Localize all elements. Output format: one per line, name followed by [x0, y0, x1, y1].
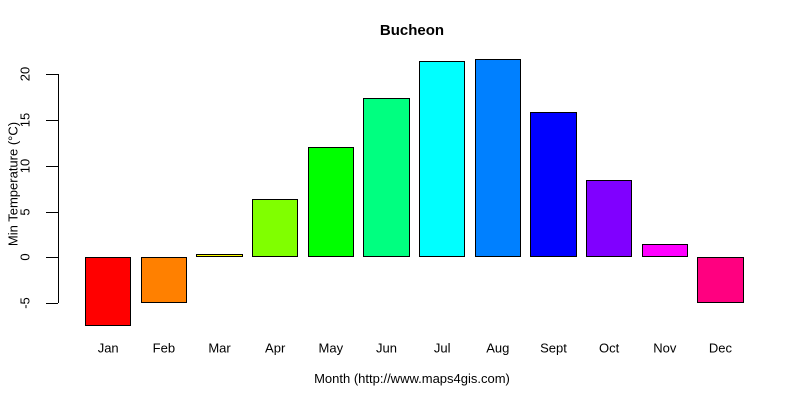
y-tick-mark [46, 303, 58, 305]
y-tick-label: 15 [17, 112, 33, 128]
x-tick-label-aug: Aug [486, 340, 510, 356]
bar-jul [418, 60, 466, 258]
y-tick-label: -5 [17, 297, 33, 309]
bar-aug [474, 58, 521, 258]
y-tick-mark [46, 211, 58, 213]
y-tick-mark [46, 257, 58, 259]
y-axis-line [58, 74, 59, 304]
x-tick-label-mar: Mar [208, 340, 231, 356]
y-tick-label: 20 [17, 67, 33, 82]
bar-mar [196, 253, 243, 258]
x-tick-label-jun: Jun [376, 340, 397, 356]
y-tick-label: 0 [17, 253, 33, 262]
x-tick-label-feb: Feb [152, 340, 176, 356]
x-tick-label-nov: Nov [653, 340, 677, 356]
bar-oct [585, 179, 633, 258]
bar-apr [251, 198, 299, 258]
bar-sept [530, 111, 577, 258]
x-tick-label-jul: Jul [433, 340, 451, 356]
x-tick-label-apr: Apr [265, 340, 286, 356]
bar-may [307, 146, 355, 258]
x-tick-label-sept: Sept [540, 340, 567, 356]
y-tick-label: 10 [17, 158, 33, 174]
x-tick-label-jan: Jan [97, 340, 119, 356]
y-tick-mark [46, 74, 58, 76]
y-axis-title: Min Temperature (°C) [5, 121, 21, 247]
chart-title: Bucheon [379, 22, 445, 39]
bar-feb [140, 257, 188, 304]
x-tick-label-dec: Dec [708, 340, 733, 356]
x-tick-label-may: May [318, 340, 344, 356]
bar-jan [85, 257, 132, 327]
bar-nov [641, 243, 688, 258]
y-tick-mark [46, 120, 58, 122]
bar-jun [363, 98, 410, 258]
x-tick-label-oct: Oct [599, 340, 620, 356]
x-axis-title: Month (http://www.maps4gis.com) [314, 371, 510, 386]
bar-dec [697, 257, 744, 304]
y-tick-mark [46, 165, 58, 167]
y-tick-label: 5 [17, 208, 33, 216]
